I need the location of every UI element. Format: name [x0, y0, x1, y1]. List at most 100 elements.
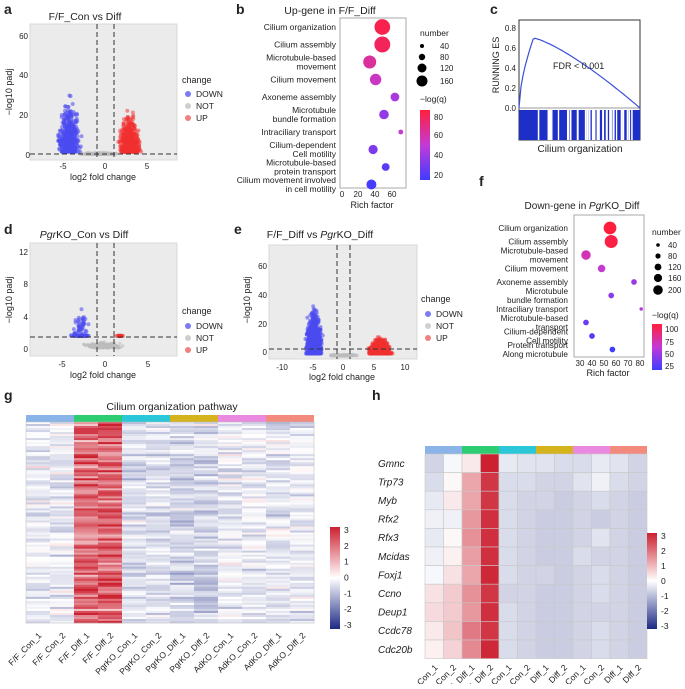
barcode-gap [612, 110, 614, 140]
heatmap-cell [290, 426, 314, 428]
x-axis-label: Cilium organization [537, 144, 622, 155]
heatmap-cell [146, 478, 170, 480]
heatmap-cell [218, 529, 242, 531]
heatmap-cell [242, 450, 266, 452]
heatmap-cell [146, 518, 170, 520]
heatmap-cell [170, 510, 194, 512]
heatmap-cell [146, 561, 170, 563]
heatmap-cell [146, 448, 170, 450]
heatmap-cell [242, 484, 266, 486]
heatmap-cell [170, 543, 194, 545]
point-down [306, 343, 310, 347]
heatmap-cell [218, 450, 242, 452]
heatmap-cell [98, 444, 122, 446]
title-italic: Pgr [40, 229, 57, 241]
heatmap-cell [242, 545, 266, 547]
heatmap-cell [146, 472, 170, 474]
heatmap-cell [290, 533, 314, 535]
heatmap-cell [146, 460, 170, 462]
heatmap-cell [218, 535, 242, 537]
heatmap-cell [98, 520, 122, 522]
heatmap-cell [170, 478, 194, 480]
heatmap-cell [122, 482, 146, 484]
heatmap-cell [74, 567, 98, 569]
point-down [66, 114, 70, 118]
heatmap-cell [26, 525, 50, 527]
heatmap-cell [290, 504, 314, 506]
heatmap-cell [194, 472, 218, 474]
heatmap-cell [266, 432, 290, 434]
heatmap-cell [74, 436, 98, 438]
heatmap-cell [74, 549, 98, 551]
heatmap-cell [50, 514, 74, 516]
heatmap-cell [122, 434, 146, 436]
heatmap-cell [194, 549, 218, 551]
heatmap-cell [98, 432, 122, 434]
heatmap-cell [122, 531, 146, 533]
heatmap-cell [26, 434, 50, 436]
heatmap-cell [194, 525, 218, 527]
heatmap-cell [26, 486, 50, 488]
heatmap-cell [242, 561, 266, 563]
heatmap-cell [170, 426, 194, 428]
heatmap-cell [74, 466, 98, 468]
heatmap-cell [146, 466, 170, 468]
panel-a: a F/F_Con vs Diff 0 20 40 60 -5 0 5 log2… [4, 1, 223, 182]
heatmap-cell [218, 496, 242, 498]
heatmap-cell [242, 444, 266, 446]
heatmap-cell [50, 531, 74, 533]
size-legend: number 40 80 120 160 200 [652, 227, 682, 295]
size-swatch [418, 64, 427, 73]
heatmap-cell [266, 553, 290, 555]
point-not [107, 346, 110, 349]
heatmap-cell [170, 577, 194, 579]
heatmap-cell [218, 472, 242, 474]
heatmap-cell [74, 508, 98, 510]
heatmap-cell [50, 428, 74, 430]
heatmap-cell [170, 448, 194, 450]
heatmap-cell [218, 553, 242, 555]
legend: change DOWN NOT UP [182, 306, 223, 355]
heatmap-cell [146, 428, 170, 430]
heatmap-cell [218, 551, 242, 553]
heatmap-cell [218, 432, 242, 434]
heatmap-cell [290, 428, 314, 430]
heatmap-cell [50, 456, 74, 458]
x-axis-label: log2 fold change [70, 172, 136, 182]
heatmap-cell [50, 502, 74, 504]
term-label: Cilium organization [498, 224, 568, 233]
heatmap-cell [26, 476, 50, 478]
heatmap-cell [146, 569, 170, 571]
heatmap-cell [98, 533, 122, 535]
heatmap-cell [146, 470, 170, 472]
heatmap-cell [146, 539, 170, 541]
x-tick: 50 [600, 359, 609, 368]
heatmap-cell [98, 541, 122, 543]
point-down [60, 113, 64, 117]
point-down [59, 129, 63, 133]
legend-label: 40 [668, 241, 677, 250]
heatmap-cell [122, 432, 146, 434]
heatmap-cell [74, 448, 98, 450]
heatmap-cell [194, 460, 218, 462]
heatmap-cell [74, 527, 98, 529]
heatmap-cell [266, 464, 290, 466]
heatmap-cell [290, 573, 314, 575]
heatmap-cell [170, 434, 194, 436]
heatmap-cell [74, 490, 98, 492]
heatmap-cell [74, 496, 98, 498]
size-swatch [655, 253, 660, 258]
point-down [66, 109, 70, 113]
heatmap-cell [170, 474, 194, 476]
heatmap-cell [170, 484, 194, 486]
heatmap-cell [170, 444, 194, 446]
heatmap-cell [50, 446, 74, 448]
heatmap-cell [266, 551, 290, 553]
heatmap-cell [50, 510, 74, 512]
heatmap-cell [50, 506, 74, 508]
heatmap-cell [122, 448, 146, 450]
heatmap-cell [74, 454, 98, 456]
heatmap-cell [74, 523, 98, 525]
heatmap-cell [122, 456, 146, 458]
